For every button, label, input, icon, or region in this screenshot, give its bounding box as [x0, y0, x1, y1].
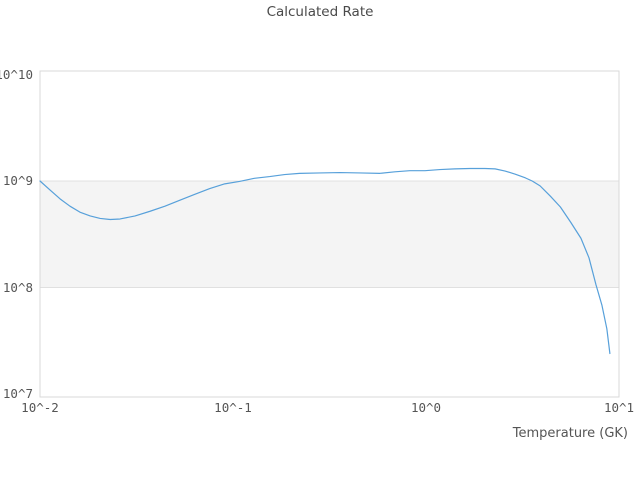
x-tick-label: 10^0 [410, 400, 442, 415]
x-tick-label: 10^-1 [214, 400, 252, 415]
x-tick-label: 10^-2 [21, 400, 59, 415]
plot-border [39, 70, 620, 398]
chart-title: Calculated Rate [266, 4, 374, 20]
y-tick-label: 10^9 [2, 173, 33, 188]
y-tick-label: 10^10 [0, 66, 33, 82]
x-axis-title: Temperature (GK) [512, 426, 628, 441]
y-tick-label: 10^8 [2, 279, 33, 295]
decade-band [40, 181, 619, 288]
rate-curve [39, 167, 611, 355]
y-tick-label: 10^7 [2, 386, 33, 401]
x-tick-label: 10^1 [603, 400, 635, 415]
